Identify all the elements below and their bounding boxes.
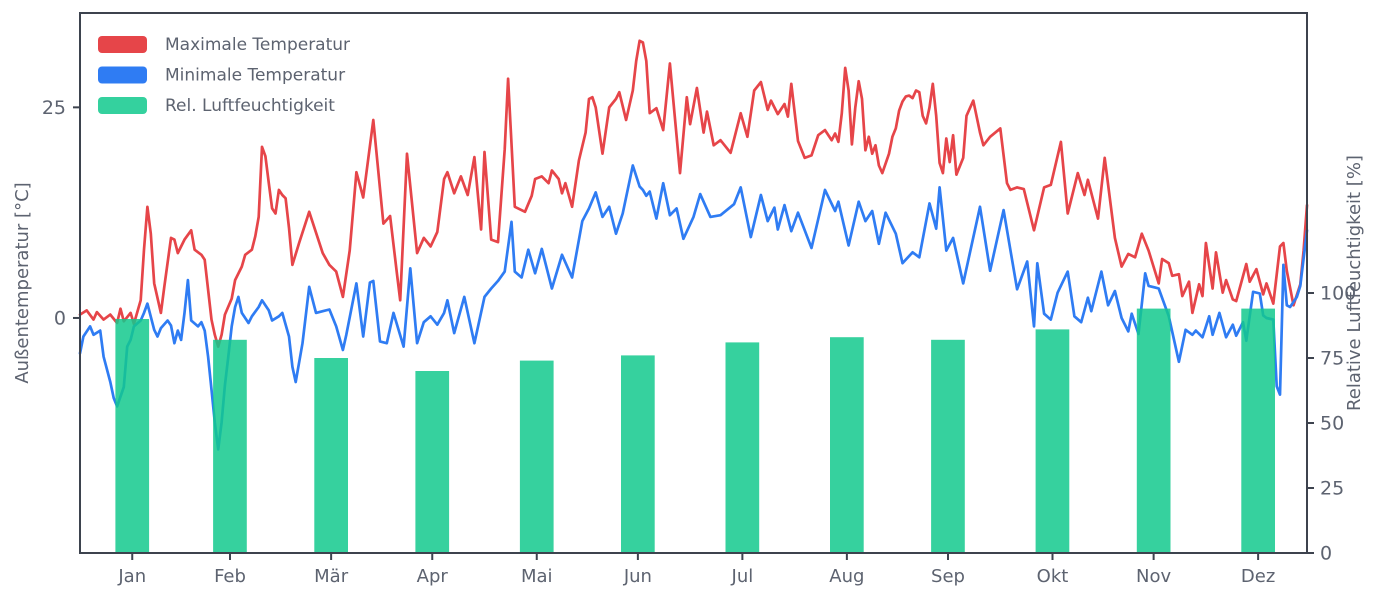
x-tick-label-jan: Jan (117, 566, 146, 587)
x-tick-label-okt: Okt (1037, 566, 1069, 587)
right-tick-label: 75 (1320, 348, 1344, 370)
humidity-bar-sep (931, 339, 965, 553)
right-axis-label: Relative Luftfeuchtigkeit [%] (1344, 155, 1365, 411)
legend-swatch-max-temp (98, 36, 147, 53)
line-min-temp (78, 164, 1309, 451)
legend: Maximale Temperatur Minimale Temperatur … (98, 35, 350, 116)
x-tick-label-aug: Aug (829, 566, 864, 587)
line-max-temp (78, 39, 1309, 348)
right-tick-label: 25 (1320, 478, 1344, 500)
humidity-bar-feb (213, 339, 247, 553)
x-tick-label-apr: Apr (417, 566, 449, 587)
legend-swatch-min-temp (98, 66, 147, 84)
left-tick-label: 25 (42, 97, 66, 119)
humidity-bar-jun (621, 355, 655, 553)
humidity-bar-apr (415, 371, 450, 553)
x-tick-label-nov: Nov (1136, 566, 1171, 587)
right-tick-label: 50 (1320, 413, 1344, 435)
humidity-bar-okt (1035, 329, 1070, 553)
legend-label-min-temp: Minimale Temperatur (165, 66, 345, 86)
humidity-bar-jan (115, 319, 150, 553)
humidity-bar-aug (830, 337, 864, 553)
humidity-bar-dez (1241, 308, 1275, 553)
x-tick-label-mai: Mai (521, 566, 553, 587)
left-axis-label: Außentemperatur [°C] (12, 182, 33, 383)
legend-label-max-temp: Maximale Temperatur (165, 35, 350, 55)
x-tick-label-mär: Mär (314, 566, 349, 587)
right-tick-label: 100 (1320, 283, 1356, 305)
plot-border (79, 12, 1308, 554)
humidity-bar-mai (519, 360, 554, 553)
humidity-bar-mär (314, 358, 348, 553)
legend-label-humidity: Rel. Luftfeuchtigkeit (165, 96, 335, 116)
x-tick-label-sep: Sep (931, 566, 965, 587)
axes: 0 25 0 25 50 75 100 Jan Feb Mär Apr Mai Jun Jul Aug Sep… (42, 12, 1356, 587)
x-tick-label-jun: Jun (623, 566, 652, 587)
legend-swatch-humidity (98, 97, 147, 114)
humidity-bar-nov (1136, 308, 1171, 553)
humidity-bar-jul (725, 342, 760, 553)
right-tick-label: 0 (1320, 543, 1332, 565)
left-tick-label: 0 (54, 307, 66, 329)
x-tick-label-feb: Feb (214, 566, 246, 587)
x-tick-label-dez: Dez (1241, 566, 1275, 587)
humidity-bars (115, 308, 1275, 553)
x-tick-label-jul: Jul (731, 566, 754, 587)
